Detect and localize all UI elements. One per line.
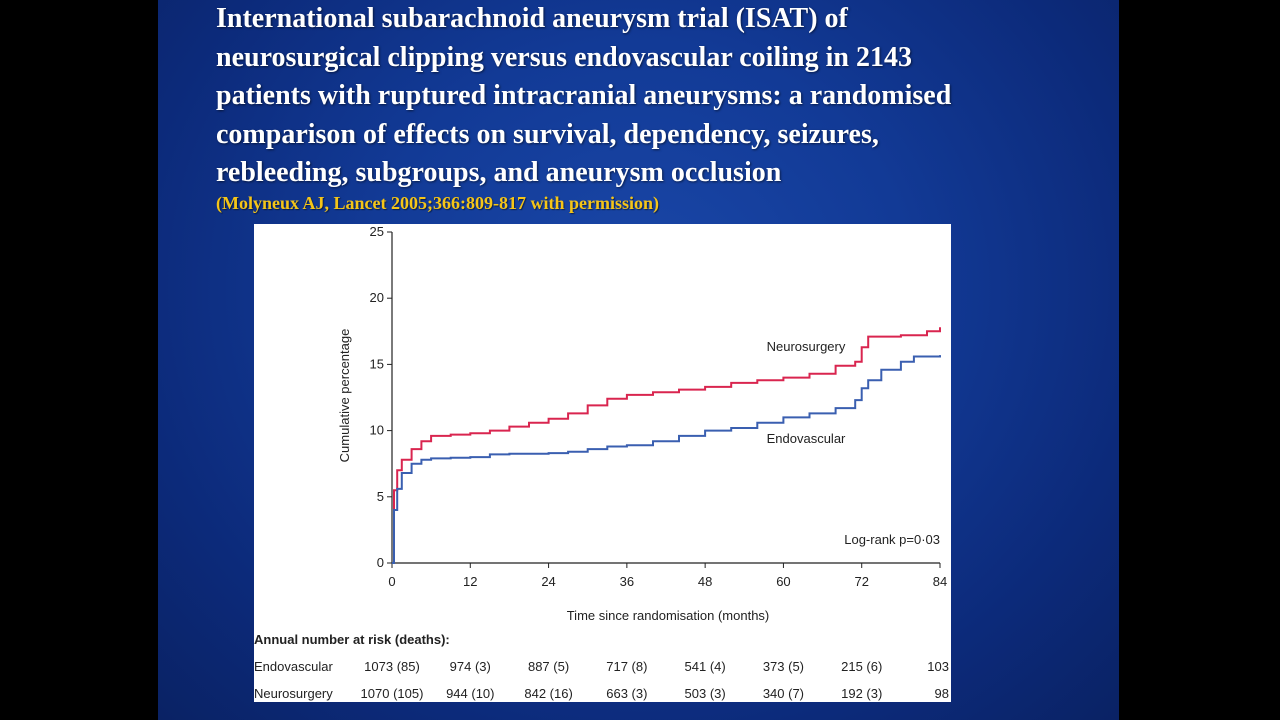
- risk-table-heading: Annual number at risk (deaths):: [254, 632, 450, 647]
- citation: (Molyneux AJ, Lancet 2005;366:809-817 wi…: [216, 193, 659, 213]
- risk-cell: 373 (5): [763, 659, 804, 674]
- risk-cell: 192 (3): [841, 686, 882, 701]
- slide: International subarachnoid aneurysm tria…: [158, 0, 1119, 720]
- slide-title: International subarachnoid aneurysm tria…: [216, 0, 1096, 193]
- risk-cell: 1070 (105): [361, 686, 424, 701]
- risk-cell: 503 (3): [685, 686, 726, 701]
- risk-cell: 944 (10): [446, 686, 494, 701]
- x-axis-label: Time since randomisation (months): [567, 608, 770, 623]
- x-tick-label: 24: [541, 574, 555, 589]
- risk-cell: 842 (16): [524, 686, 572, 701]
- risk-row-label: Neurosurgery: [254, 686, 333, 701]
- risk-cell: 974 (3): [450, 659, 491, 674]
- title-line: patients with ruptured intracranial aneu…: [216, 80, 952, 111]
- x-tick-label: 72: [854, 574, 868, 589]
- risk-cell: 887 (5): [528, 659, 569, 674]
- series-line-endovascular: [392, 355, 941, 564]
- x-tick-label: 12: [463, 574, 477, 589]
- series-label-neurosurgery: Neurosurgery: [767, 339, 846, 354]
- x-tick-label: 0: [388, 574, 395, 589]
- risk-cell: 663 (3): [606, 686, 647, 701]
- risk-cell: 103: [927, 659, 949, 674]
- title-line: comparison of effects on survival, depen…: [216, 118, 879, 150]
- title-line: International subarachnoid aneurysm tria…: [216, 3, 848, 34]
- y-axis-label: Cumulative percentage: [337, 329, 352, 463]
- y-tick-label: 25: [370, 224, 384, 239]
- risk-cell: 215 (6): [841, 659, 882, 674]
- y-tick-label: 10: [370, 423, 384, 438]
- chart-svg: 0 5 10 15 20 25 0 12 24 36 48 60 72 84 Time since rand…: [254, 224, 949, 701]
- risk-cell: 1073 (85): [364, 659, 420, 674]
- x-tick-label: 84: [933, 574, 947, 589]
- title-line: neurosurgical clipping versus endovascul…: [216, 41, 912, 73]
- series-label-endovascular: Endovascular: [767, 431, 846, 446]
- risk-cell: 541 (4): [685, 659, 726, 674]
- y-tick-label: 20: [370, 290, 384, 305]
- risk-cell: 98: [935, 686, 949, 701]
- title-line: rebleeding, subgroups, and aneurysm occl…: [216, 157, 782, 188]
- risk-cell: 340 (7): [763, 686, 804, 701]
- y-tick-label: 0: [377, 555, 384, 570]
- y-tick-label: 5: [377, 489, 384, 504]
- risk-row-label: Endovascular: [254, 659, 333, 674]
- x-tick-label: 36: [620, 574, 634, 589]
- risk-cell: 717 (8): [606, 659, 647, 674]
- y-tick-label: 15: [370, 356, 384, 371]
- kaplan-meier-figure: 0 5 10 15 20 25 0 12 24 36 48 60 72 84 Time since rand…: [254, 224, 951, 702]
- log-rank-annotation: Log-rank p=0·03: [844, 532, 940, 547]
- series-line-neurosurgery: [392, 327, 941, 564]
- x-tick-label: 60: [776, 574, 790, 589]
- x-tick-label: 48: [698, 574, 712, 589]
